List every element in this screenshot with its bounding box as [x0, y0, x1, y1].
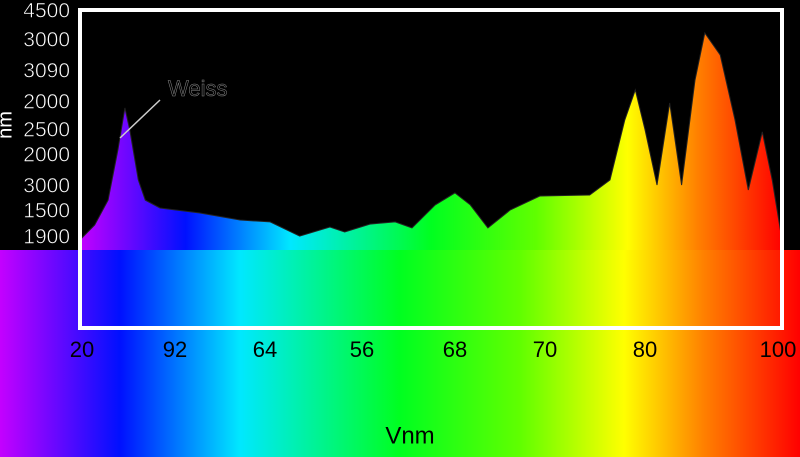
- x-tick-label: 100: [760, 337, 797, 362]
- y-tick-label: 3000: [23, 175, 70, 198]
- y-tick-label: 1500: [23, 200, 70, 223]
- spectrum-curve: [79, 31, 783, 241]
- y-tick-label: 4500: [23, 0, 70, 23]
- y-tick-label: 2000: [23, 91, 70, 114]
- y-tick-label: 3090: [23, 60, 70, 83]
- annotation-line: [119, 99, 161, 139]
- plot-frame: [78, 8, 784, 330]
- y-axis-label: nm: [0, 111, 16, 139]
- x-axis-label: Vnm: [385, 422, 434, 449]
- annotation: Weiss: [168, 76, 228, 101]
- y-tick-label: 2000: [23, 144, 70, 167]
- y-tick-label: 2500: [23, 119, 70, 142]
- spectrum-band: [0, 250, 800, 457]
- x-tick-label: 68: [443, 337, 467, 362]
- x-tick-label: 92: [163, 337, 187, 362]
- x-tick-label: 64: [253, 337, 277, 362]
- plot: [79, 10, 783, 250]
- x-tick-label: 70: [533, 337, 557, 362]
- x-tick-label: 20: [70, 337, 94, 362]
- y-tick-label: 1900: [23, 226, 70, 249]
- y-tick-label: 3000: [23, 29, 70, 52]
- x-tick-label: 56: [350, 337, 374, 362]
- x-tick-label: 80: [633, 337, 657, 362]
